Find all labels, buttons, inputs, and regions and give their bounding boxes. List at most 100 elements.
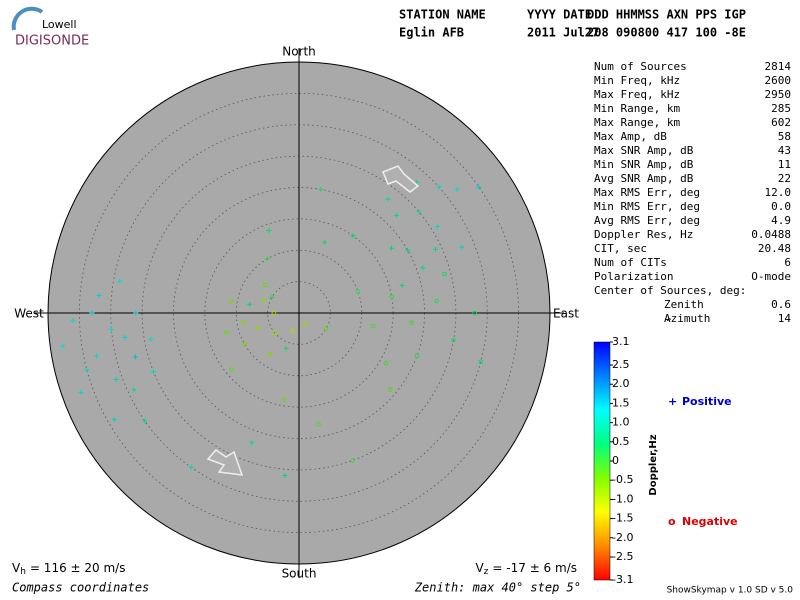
stat-value: 11 bbox=[778, 158, 791, 171]
stat-value: 22 bbox=[778, 172, 791, 185]
stat-value: 6 bbox=[784, 256, 791, 269]
stat-label: Polarization bbox=[594, 270, 673, 283]
source-negative bbox=[229, 367, 235, 372]
source-positive bbox=[416, 209, 422, 215]
velocity-symbol: V bbox=[12, 561, 21, 575]
stat-value: 2950 bbox=[765, 88, 792, 101]
source-positive bbox=[151, 369, 157, 375]
source-negative bbox=[383, 360, 389, 366]
source-negative bbox=[261, 297, 266, 303]
velocity: Vh = 116 ± 20 m/s bbox=[12, 561, 125, 577]
source-negative bbox=[241, 320, 246, 326]
source-positive bbox=[436, 184, 442, 190]
stat-value: 4.9 bbox=[771, 214, 791, 227]
source-negative bbox=[255, 325, 261, 331]
footer-left: Compass coordinates bbox=[12, 581, 149, 595]
source-positive bbox=[96, 292, 102, 298]
source-positive bbox=[60, 343, 66, 349]
direction-label: West bbox=[14, 307, 44, 321]
stat-label: Min Range, km bbox=[594, 102, 680, 115]
velocity-symbol: V bbox=[475, 561, 484, 575]
velocity-value: = 116 ± 20 m/s bbox=[30, 561, 126, 575]
source-positive bbox=[266, 227, 272, 233]
stat-label: Avg SNR Amp, dB bbox=[594, 172, 694, 185]
source-positive bbox=[282, 473, 288, 479]
stat-label: Avg RMS Err, deg bbox=[594, 214, 700, 227]
stat-label: Max Amp, dB bbox=[594, 130, 667, 143]
stat-value: 2814 bbox=[765, 60, 792, 73]
source-positive bbox=[476, 184, 482, 190]
drift-arrow bbox=[206, 449, 244, 476]
source-negative bbox=[389, 294, 394, 299]
stat-label: Num of Sources bbox=[594, 60, 687, 73]
stat-label: Min Freq, kHz bbox=[594, 74, 680, 87]
legend-label: Positive bbox=[682, 395, 732, 408]
source-negative bbox=[388, 387, 393, 392]
stat-value: 43 bbox=[778, 144, 791, 157]
velocity-subscript: z bbox=[484, 567, 489, 577]
colorbar-tick-label: 1.0 bbox=[612, 416, 630, 429]
source-positive bbox=[93, 353, 99, 359]
source-negative bbox=[478, 359, 484, 365]
source-negative bbox=[451, 337, 456, 343]
header-value: 208 090800 417 100 -8E bbox=[587, 26, 746, 40]
source-positive bbox=[454, 186, 460, 192]
colorbar-tick-label: 3.1 bbox=[612, 335, 630, 348]
source-positive bbox=[188, 464, 194, 470]
colorbar-tick-label: 1.5 bbox=[612, 396, 630, 409]
source-positive bbox=[70, 318, 76, 324]
stat-value: 0.0488 bbox=[751, 228, 791, 241]
source-positive bbox=[131, 387, 137, 393]
source-negative bbox=[323, 326, 329, 331]
stat-value: 285 bbox=[771, 102, 791, 115]
velocity-subscript: h bbox=[20, 567, 26, 577]
source-negative bbox=[370, 323, 376, 329]
source-positive bbox=[269, 294, 275, 300]
source-negative bbox=[263, 282, 268, 288]
logo-line2: DIGISONDE bbox=[15, 34, 89, 49]
colorbar-tick-label: 0 bbox=[612, 454, 619, 467]
stat-label: Num of CITs bbox=[594, 256, 667, 269]
source-negative bbox=[442, 271, 447, 277]
source-positive bbox=[108, 326, 114, 332]
colorbar bbox=[593, 341, 611, 581]
source-negative bbox=[271, 310, 277, 316]
source-negative bbox=[290, 328, 295, 333]
stat-label: Max Freq, kHz bbox=[594, 88, 680, 101]
source-positive bbox=[122, 334, 128, 340]
plot: North South West East bbox=[14, 45, 579, 581]
source-negative bbox=[228, 298, 234, 304]
colorbar-tick-label: 2.5 bbox=[612, 358, 630, 371]
colorbar-tick-label: 2.0 bbox=[612, 377, 630, 390]
source-positive bbox=[394, 212, 400, 218]
source-negative bbox=[281, 397, 287, 402]
colorbar-tick-label: -1.0 bbox=[612, 492, 633, 505]
stat-label: CIT, sec bbox=[594, 242, 647, 255]
stat-label: Doppler Res, Hz bbox=[594, 228, 693, 241]
stat-value: 2600 bbox=[765, 74, 792, 87]
colorbar-tick-label: -2.0 bbox=[612, 531, 633, 544]
source-positive bbox=[111, 417, 117, 423]
stat-value: 602 bbox=[771, 116, 791, 129]
source-negative bbox=[223, 330, 229, 335]
source-negative bbox=[272, 330, 278, 336]
direction-label: North bbox=[282, 45, 316, 59]
source-positive bbox=[459, 244, 465, 250]
logo-line1: Lowell bbox=[42, 18, 77, 31]
source-negative bbox=[434, 298, 439, 304]
direction-label: East bbox=[553, 307, 579, 321]
center-title: Center of Sources, deg: bbox=[594, 284, 746, 297]
source-positive bbox=[89, 310, 95, 316]
source-negative bbox=[350, 458, 355, 463]
velocity-value: = -17 ± 6 m/s bbox=[492, 561, 577, 575]
footer-right: Zenith: max 40° step 5° bbox=[414, 581, 581, 595]
source-positive bbox=[350, 233, 356, 239]
source-negative bbox=[414, 353, 420, 359]
colorbar-label: Doppler,Hz bbox=[648, 434, 659, 495]
source-positive bbox=[322, 239, 328, 245]
velocity: Vz = -17 ± 6 m/s bbox=[475, 561, 577, 577]
center-label: Zenith bbox=[664, 298, 704, 311]
header-value: 2011 Jul27 bbox=[527, 26, 599, 40]
source-positive bbox=[132, 354, 138, 360]
source-positive bbox=[283, 345, 289, 351]
